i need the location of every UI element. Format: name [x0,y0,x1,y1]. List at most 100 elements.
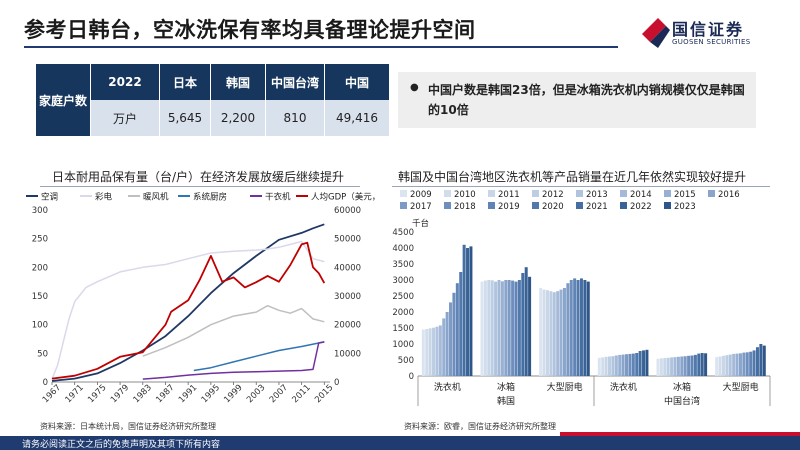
legend-label: 人均GDP（美元，右） [311,192,380,203]
bar [507,280,511,376]
y-tick-label: 200 [32,263,48,273]
bar [604,356,608,376]
series-line [142,304,325,357]
bar [663,358,667,376]
bar [576,280,580,376]
y-tick-label: 1000 [392,340,414,350]
legend-label: 彩电 [95,192,113,203]
bar [438,325,442,376]
legend-label: 2022 [630,202,652,212]
left-chart-rule [40,186,360,187]
y-tick-label: 0 [409,372,414,382]
bar [425,329,429,376]
bar [659,358,663,376]
legend-label: 2013 [586,190,608,200]
legend-label: 暖风机 [143,192,169,203]
legend-label: 2015 [674,190,696,200]
left-source-note: 资料来源：日本统计局，国信证券经济研究所整理 [40,422,216,431]
bar [725,355,729,376]
bar [670,357,674,376]
bar [521,273,525,376]
logo-text-cn: 国信证券 [672,20,745,39]
bar [618,354,622,376]
legend-swatch [400,190,407,197]
household-table: 家庭户数 2022 日本 韩国 中国台湾 中国 万户 5,645 2,200 8… [36,64,390,136]
bar [421,329,425,376]
bar [721,355,725,376]
bar [742,352,746,376]
bar [749,351,753,376]
logo-text-en: GUOSEN SECURITIES [672,38,751,46]
bar [480,281,484,376]
legend-swatch [488,190,495,197]
bar [542,289,546,376]
bar [445,312,449,376]
bar [449,302,453,376]
bar [442,318,446,376]
bar [745,352,749,376]
x-tick-label: 1991 [177,383,199,405]
right-chart-rule [392,186,770,187]
line-chart: 空调 彩电 暖风机 系统厨房 干衣机 人均GDP（美元，右） 0 50 100 150 200 250… [26,192,380,405]
bar [697,353,701,376]
bar [552,292,556,376]
bar [462,244,466,376]
table-cell: 万户 [90,100,160,136]
y-tick-label: 50 [37,349,48,359]
series-line [51,241,326,380]
bar [490,280,494,376]
bar [656,358,660,376]
table-cell: 49,416 [324,100,390,136]
series-line [142,341,325,380]
bar [435,326,439,376]
legend-label: 2009 [410,190,432,200]
x-tick-label: 1995 [200,383,222,405]
x-category-label: 冰箱 [673,381,691,393]
legend-swatch [664,190,671,197]
legend-swatch [620,202,627,209]
series-line [193,341,325,372]
legend-swatch [620,190,627,197]
legend-label: 空调 [41,192,58,203]
y-tick-label: 4000 [392,244,414,254]
x-tick-label: 1971 [64,383,86,405]
legend-label: 2017 [410,202,432,212]
page-title: 参考日韩台，空冰洗保有率均具备理论提升空间 [24,18,476,42]
bar [700,353,704,376]
bar [728,354,732,376]
x-tick-label: 2007 [268,383,290,405]
x-tick-label: 2015 [313,383,335,405]
bar [752,350,756,376]
y-tick-label: 0 [43,378,48,388]
footer-accent-stripe [560,432,800,436]
table-col-header: 韩国 [210,64,266,100]
right-source-note: 资料来源：欧睿，国信证券经济研究所整理 [404,422,556,431]
bar [459,272,463,376]
legend-label: 2012 [542,190,564,200]
table-col-header: 中国 [324,64,390,100]
table-col-header: 日本 [159,64,211,100]
bar [483,280,487,376]
x-category-label: 冰箱 [497,381,515,393]
bar [517,280,521,376]
legend-swatch [576,190,583,197]
bar [466,248,470,376]
y2-tick-label: 0 [334,378,339,388]
y-tick-label: 500 [398,356,414,366]
x-category-label: 大型厨电 [723,381,759,393]
bar [718,356,722,376]
y2-tick-label: 20000 [334,321,361,331]
bar [755,347,759,376]
bar [687,355,691,376]
bar [762,345,766,376]
bar [631,353,635,376]
bar [562,288,566,376]
y-tick-label: 300 [32,206,48,216]
bar [704,353,708,376]
x-tick-label: 2003 [245,383,267,405]
bar [497,280,501,376]
table-cell: 5,645 [159,100,211,136]
y-tick-label: 2000 [392,308,414,318]
x-region-label: 中国台湾 [664,395,700,407]
y-tick-label: 3500 [392,260,414,270]
